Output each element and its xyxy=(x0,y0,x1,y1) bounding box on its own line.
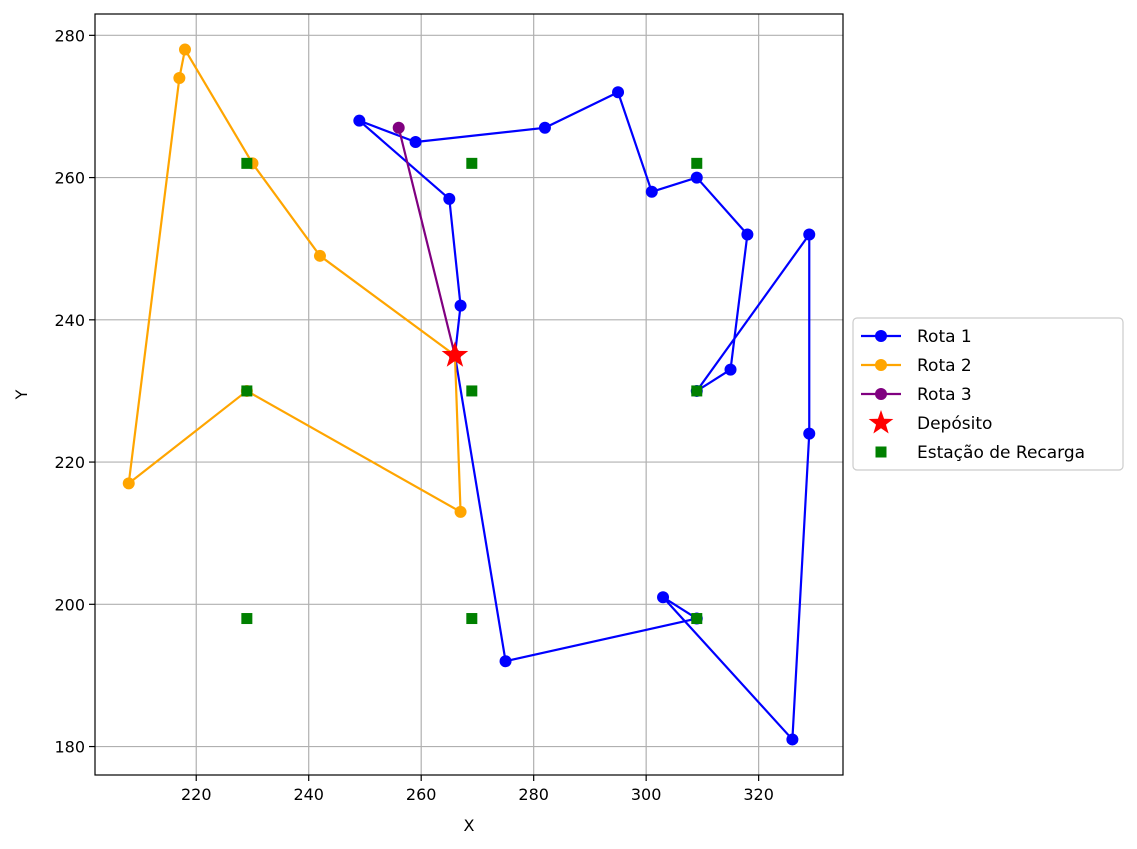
x-tick-label: 280 xyxy=(518,785,549,804)
legend-label: Estação de Recarga xyxy=(917,443,1085,463)
y-tick-label: 200 xyxy=(54,595,85,614)
y-tick-label: 220 xyxy=(54,453,85,472)
station-point xyxy=(241,157,253,169)
route-point xyxy=(353,114,366,127)
legend-item: Rota 2 xyxy=(861,356,972,376)
y-tick-label: 260 xyxy=(54,169,85,188)
route-point xyxy=(178,43,191,56)
y-tick-label: 280 xyxy=(54,26,85,45)
route-point xyxy=(409,136,422,149)
station-point xyxy=(466,613,478,625)
route-point xyxy=(122,477,135,490)
route-point xyxy=(645,185,658,198)
route-point xyxy=(454,505,467,518)
station-point xyxy=(241,385,253,397)
legend-item: Estação de Recarga xyxy=(875,443,1085,463)
station-point xyxy=(691,157,703,169)
station-point xyxy=(241,613,253,625)
y-axis-label: Y xyxy=(12,389,31,400)
y-tick-label: 180 xyxy=(54,738,85,757)
depot-star xyxy=(441,341,469,367)
x-tick-label: 240 xyxy=(293,785,324,804)
legend-label: Rota 3 xyxy=(917,385,972,405)
route-point xyxy=(443,192,456,205)
x-tick-label: 320 xyxy=(743,785,774,804)
route-point xyxy=(454,299,467,312)
charging-stations xyxy=(241,157,703,625)
station-point xyxy=(691,613,703,625)
station-point xyxy=(466,157,478,169)
route-point xyxy=(657,591,670,604)
route-point xyxy=(173,72,186,85)
legend-marker xyxy=(875,388,887,400)
x-tick-label: 300 xyxy=(631,785,662,804)
station-point xyxy=(466,385,478,397)
legend-label: Rota 2 xyxy=(917,356,972,376)
route-point xyxy=(538,121,551,134)
legend-marker xyxy=(875,359,887,371)
route-point xyxy=(803,228,816,241)
route-line xyxy=(358,91,811,741)
route-point xyxy=(612,86,625,99)
legend-item: Depósito xyxy=(868,410,992,434)
route-point xyxy=(786,733,799,746)
route-point xyxy=(724,363,737,376)
legend-item: Rota 1 xyxy=(861,327,972,347)
route-point xyxy=(741,228,754,241)
route-point xyxy=(803,427,816,440)
route-point xyxy=(392,121,405,134)
axes-frame xyxy=(94,13,844,776)
legend-marker xyxy=(875,330,887,342)
axis-ticks: 220 240 260 280 300 320 180 200 220 240 260 280 xyxy=(54,26,773,804)
legend-label: Depósito xyxy=(917,414,992,434)
x-tick-label: 260 xyxy=(406,785,437,804)
route-point xyxy=(313,249,326,262)
legend-item: Rota 3 xyxy=(861,385,972,405)
plot-area xyxy=(122,43,816,746)
legend-square xyxy=(875,446,887,458)
legend-box xyxy=(852,317,1124,471)
x-axis-label: X xyxy=(464,816,475,835)
legend: Rota 1 Rota 2 Rota 3 Depósito Estação de Rec… xyxy=(852,317,1124,471)
series-2 xyxy=(122,43,467,518)
route-point xyxy=(690,171,703,184)
x-tick-label: 220 xyxy=(181,785,212,804)
station-point xyxy=(691,385,703,397)
y-tick-label: 240 xyxy=(54,311,85,330)
legend-star xyxy=(868,410,894,434)
route-line xyxy=(127,48,462,513)
legend-label: Rota 1 xyxy=(917,327,972,347)
series-1 xyxy=(353,86,816,746)
route-point xyxy=(499,655,512,668)
